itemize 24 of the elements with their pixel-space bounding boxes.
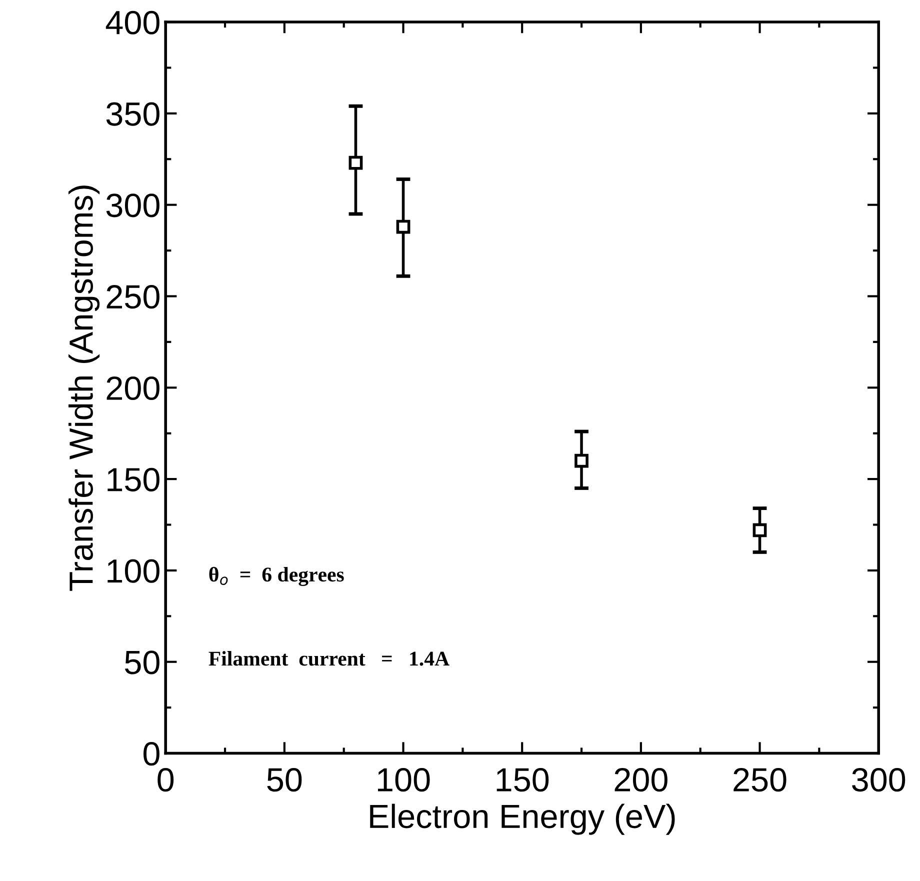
x-tick-label: 300 <box>852 768 906 792</box>
point <box>348 156 363 170</box>
point <box>396 220 410 234</box>
annotation: θ$_{o}$ = 6 degrees <box>209 566 344 586</box>
y-tick-label: 350 <box>106 102 160 126</box>
point <box>752 523 767 538</box>
x-tick-label: 100 <box>378 768 430 792</box>
y-axis-title: Transfer Width (Angstroms) <box>68 186 100 591</box>
y-tick-label: 400 <box>106 10 160 34</box>
y-tick-label: 0 <box>144 742 160 766</box>
x-tick-label: 150 <box>496 768 549 792</box>
annotation: Filament current = 1.4A <box>208 651 450 666</box>
y-tick-label: 100 <box>108 559 160 583</box>
x-axis-title: Electron Energy (eV) <box>370 804 675 835</box>
y-tick-label: 50 <box>125 650 160 674</box>
point <box>574 454 588 468</box>
y-tick-label: 250 <box>106 285 160 309</box>
x-tick-label: 0 <box>158 768 174 792</box>
x-tick-label: 200 <box>614 768 668 792</box>
y-tick-label: 200 <box>106 376 160 400</box>
y-tick-label: 150 <box>108 468 160 492</box>
x-tick-label: 250 <box>734 768 786 792</box>
y-tick-label: 300 <box>106 194 160 218</box>
x-tick-label: 50 <box>267 768 302 792</box>
